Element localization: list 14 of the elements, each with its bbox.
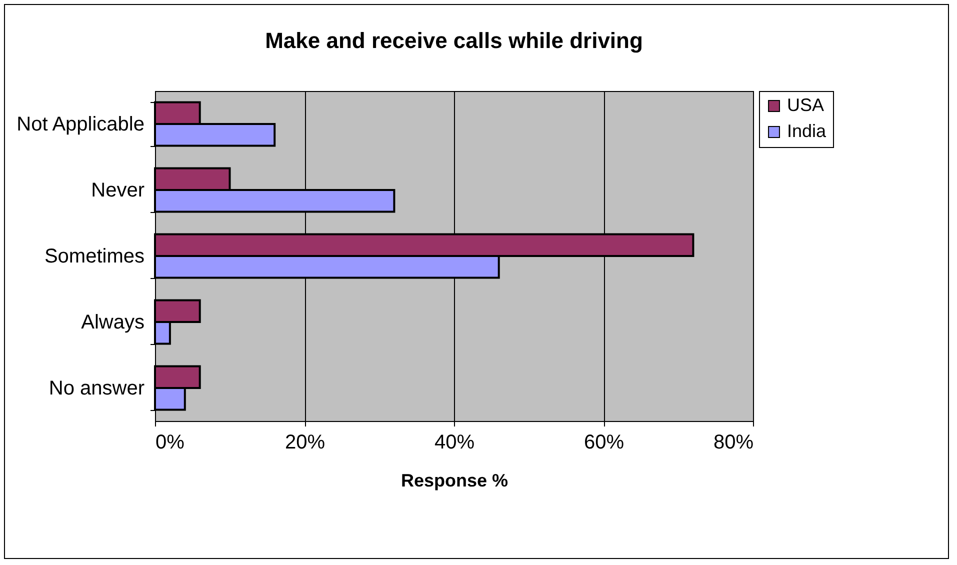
y-tick-label: Sometimes xyxy=(44,246,144,268)
legend-label: USA xyxy=(787,95,824,115)
legend-label: India xyxy=(787,121,828,141)
x-tick-label: 20% xyxy=(284,432,326,454)
x-axis-title: Response % xyxy=(400,470,508,490)
x-tick-label: 80% xyxy=(713,432,754,454)
y-tick-label: Not Applicable xyxy=(16,114,144,136)
y-tick-label: No answer xyxy=(48,378,145,400)
chart-title: Make and receive calls while driving xyxy=(265,28,643,53)
x-tick-label: 0% xyxy=(156,432,185,454)
y-tick-label: Always xyxy=(81,312,144,334)
x-tick-label: 40% xyxy=(434,432,475,454)
x-tick-label: 60% xyxy=(584,432,624,454)
y-tick-label: Never xyxy=(91,180,145,202)
